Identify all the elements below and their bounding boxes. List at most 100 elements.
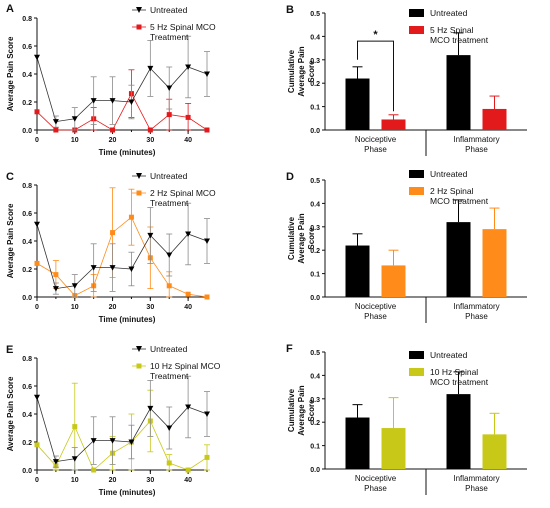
data-point (147, 405, 154, 412)
bar (446, 394, 471, 469)
panel-letter: A (6, 3, 14, 15)
legend-label: Untreated (430, 169, 468, 179)
legend: Untreated 5 Hz Spinal MCO treatment (409, 8, 489, 45)
data-point (128, 266, 135, 272)
y-tick-label: 0.5 (310, 350, 320, 357)
series-line (36, 57, 208, 123)
y-tick-label: 0.4 (22, 239, 32, 246)
data-point (166, 460, 172, 466)
legend-swatch (409, 170, 424, 178)
y-tick-label: 0.3 (310, 397, 320, 404)
x-tick-label: 0 (35, 137, 39, 144)
y-tick-label: 0.2 (22, 440, 32, 447)
data-point (34, 54, 40, 61)
y-tick-label: 0.0 (310, 467, 320, 474)
y-axis-label: Average Pain Score (6, 36, 15, 111)
data-point (34, 394, 40, 401)
data-point (185, 467, 191, 473)
bar (482, 434, 507, 469)
data-point (166, 112, 172, 118)
y-tick-label: 0.4 (22, 412, 32, 419)
y-tick-label: 0.0 (310, 128, 320, 135)
data-point (34, 442, 40, 448)
y-tick-label: 0.8 (22, 356, 32, 363)
panel-letter: C (6, 171, 14, 183)
x-tick-label: 30 (146, 137, 154, 144)
y-tick-label: 0.2 (310, 81, 320, 88)
y-tick-label: 0.8 (22, 183, 32, 190)
series-line (36, 92, 208, 131)
legend-swatch (409, 187, 424, 195)
panel-letter: B (286, 4, 294, 16)
panel-A: A 0.0 0.2 0.4 0.6 0.8 0 10 20 30 40 Time (minutes) A… (6, 3, 216, 157)
x-tick-label: 0 (35, 304, 39, 311)
y-tick-label: 0.6 (22, 384, 32, 391)
legend-label: 2 Hz Spinal MCO treatment (430, 186, 489, 206)
panel-B: B 0.0 0.1 0.2 0.3 0.4 0.5 CumulativeAverage Pai… (286, 4, 527, 156)
bar (446, 55, 471, 131)
legend-marker (136, 190, 142, 196)
x-tick-label: 30 (146, 477, 154, 484)
series-line (36, 216, 208, 298)
data-point (166, 425, 173, 431)
legend: Untreated 5 Hz Spinal MCO Treatment (132, 5, 216, 42)
data-point (71, 283, 78, 289)
y-tick-label: 0.0 (22, 468, 32, 475)
data-point (53, 127, 59, 133)
y-tick-label: 0.2 (22, 267, 32, 274)
category-label: Nociceptive Phase (355, 474, 397, 493)
bar (482, 229, 507, 297)
legend: Untreated 2 Hz Spinal MCO treatment (409, 169, 489, 206)
data-point (109, 438, 116, 444)
data-point (90, 265, 97, 271)
data-point (52, 459, 59, 465)
y-axis-label: CumulativeAverage PainScore (287, 46, 316, 97)
data-point (53, 272, 59, 278)
x-tick-label: 10 (71, 304, 79, 311)
y-tick-label: 0.0 (22, 128, 32, 135)
data-point (90, 438, 97, 444)
legend: Untreated 10 Hz Spinal MCO treatment (409, 350, 489, 387)
legend: Untreated 2 Hz Spinal MCO Treatment (132, 171, 216, 208)
data-point (90, 98, 97, 104)
legend-label-treatment: 5 Hz Spinal MCO Treatment (150, 22, 216, 42)
y-tick-label: 0.4 (310, 201, 320, 208)
legend-marker (136, 363, 142, 369)
data-point (204, 238, 210, 244)
data-point (71, 456, 78, 462)
x-tick-label: 10 (71, 477, 79, 484)
x-axis-label: Time (minutes) (99, 488, 156, 497)
y-tick-label: 0.3 (310, 225, 320, 232)
legend-label-treatment: 10 Hz Spinal MCO Treatment (150, 361, 221, 381)
bar (345, 417, 370, 469)
y-tick-label: 0.6 (22, 211, 32, 218)
x-tick-label: 40 (184, 304, 192, 311)
panel-F: F 0.0 0.1 0.2 0.3 0.4 0.5 CumulativeAverage Pai… (286, 343, 527, 495)
panel-C: C 0.0 0.2 0.4 0.6 0.8 0 10 20 30 40 Time (minutes) A… (6, 171, 216, 324)
data-point (147, 232, 154, 239)
data-point (110, 127, 116, 133)
legend-label: 5 Hz Spinal MCO treatment (430, 25, 489, 45)
y-tick-label: 0.3 (310, 58, 320, 65)
data-point (185, 291, 191, 297)
legend-marker (136, 7, 142, 13)
y-tick-label: 0.8 (22, 16, 32, 23)
data-point (204, 411, 210, 417)
significance-bracket (357, 40, 394, 112)
data-point (147, 65, 154, 72)
legend-swatch (409, 368, 424, 376)
category-label: Nociceptive Phase (355, 302, 397, 321)
data-point (34, 109, 40, 115)
x-tick-label: 10 (71, 137, 79, 144)
panel-D: D 0.0 0.1 0.2 0.3 0.4 0.5 CumulativeAverage Pai… (286, 169, 527, 323)
x-tick-label: 30 (146, 304, 154, 311)
bar (345, 245, 370, 297)
legend-marker (136, 173, 142, 179)
y-axis-label: CumulativeAverage PainScore (287, 213, 316, 264)
legend-marker (136, 24, 142, 30)
legend-marker (136, 346, 142, 352)
x-tick-label: 40 (184, 137, 192, 144)
x-axis-label: Time (minutes) (99, 315, 156, 324)
data-point (147, 127, 153, 133)
legend-swatch (409, 26, 424, 34)
